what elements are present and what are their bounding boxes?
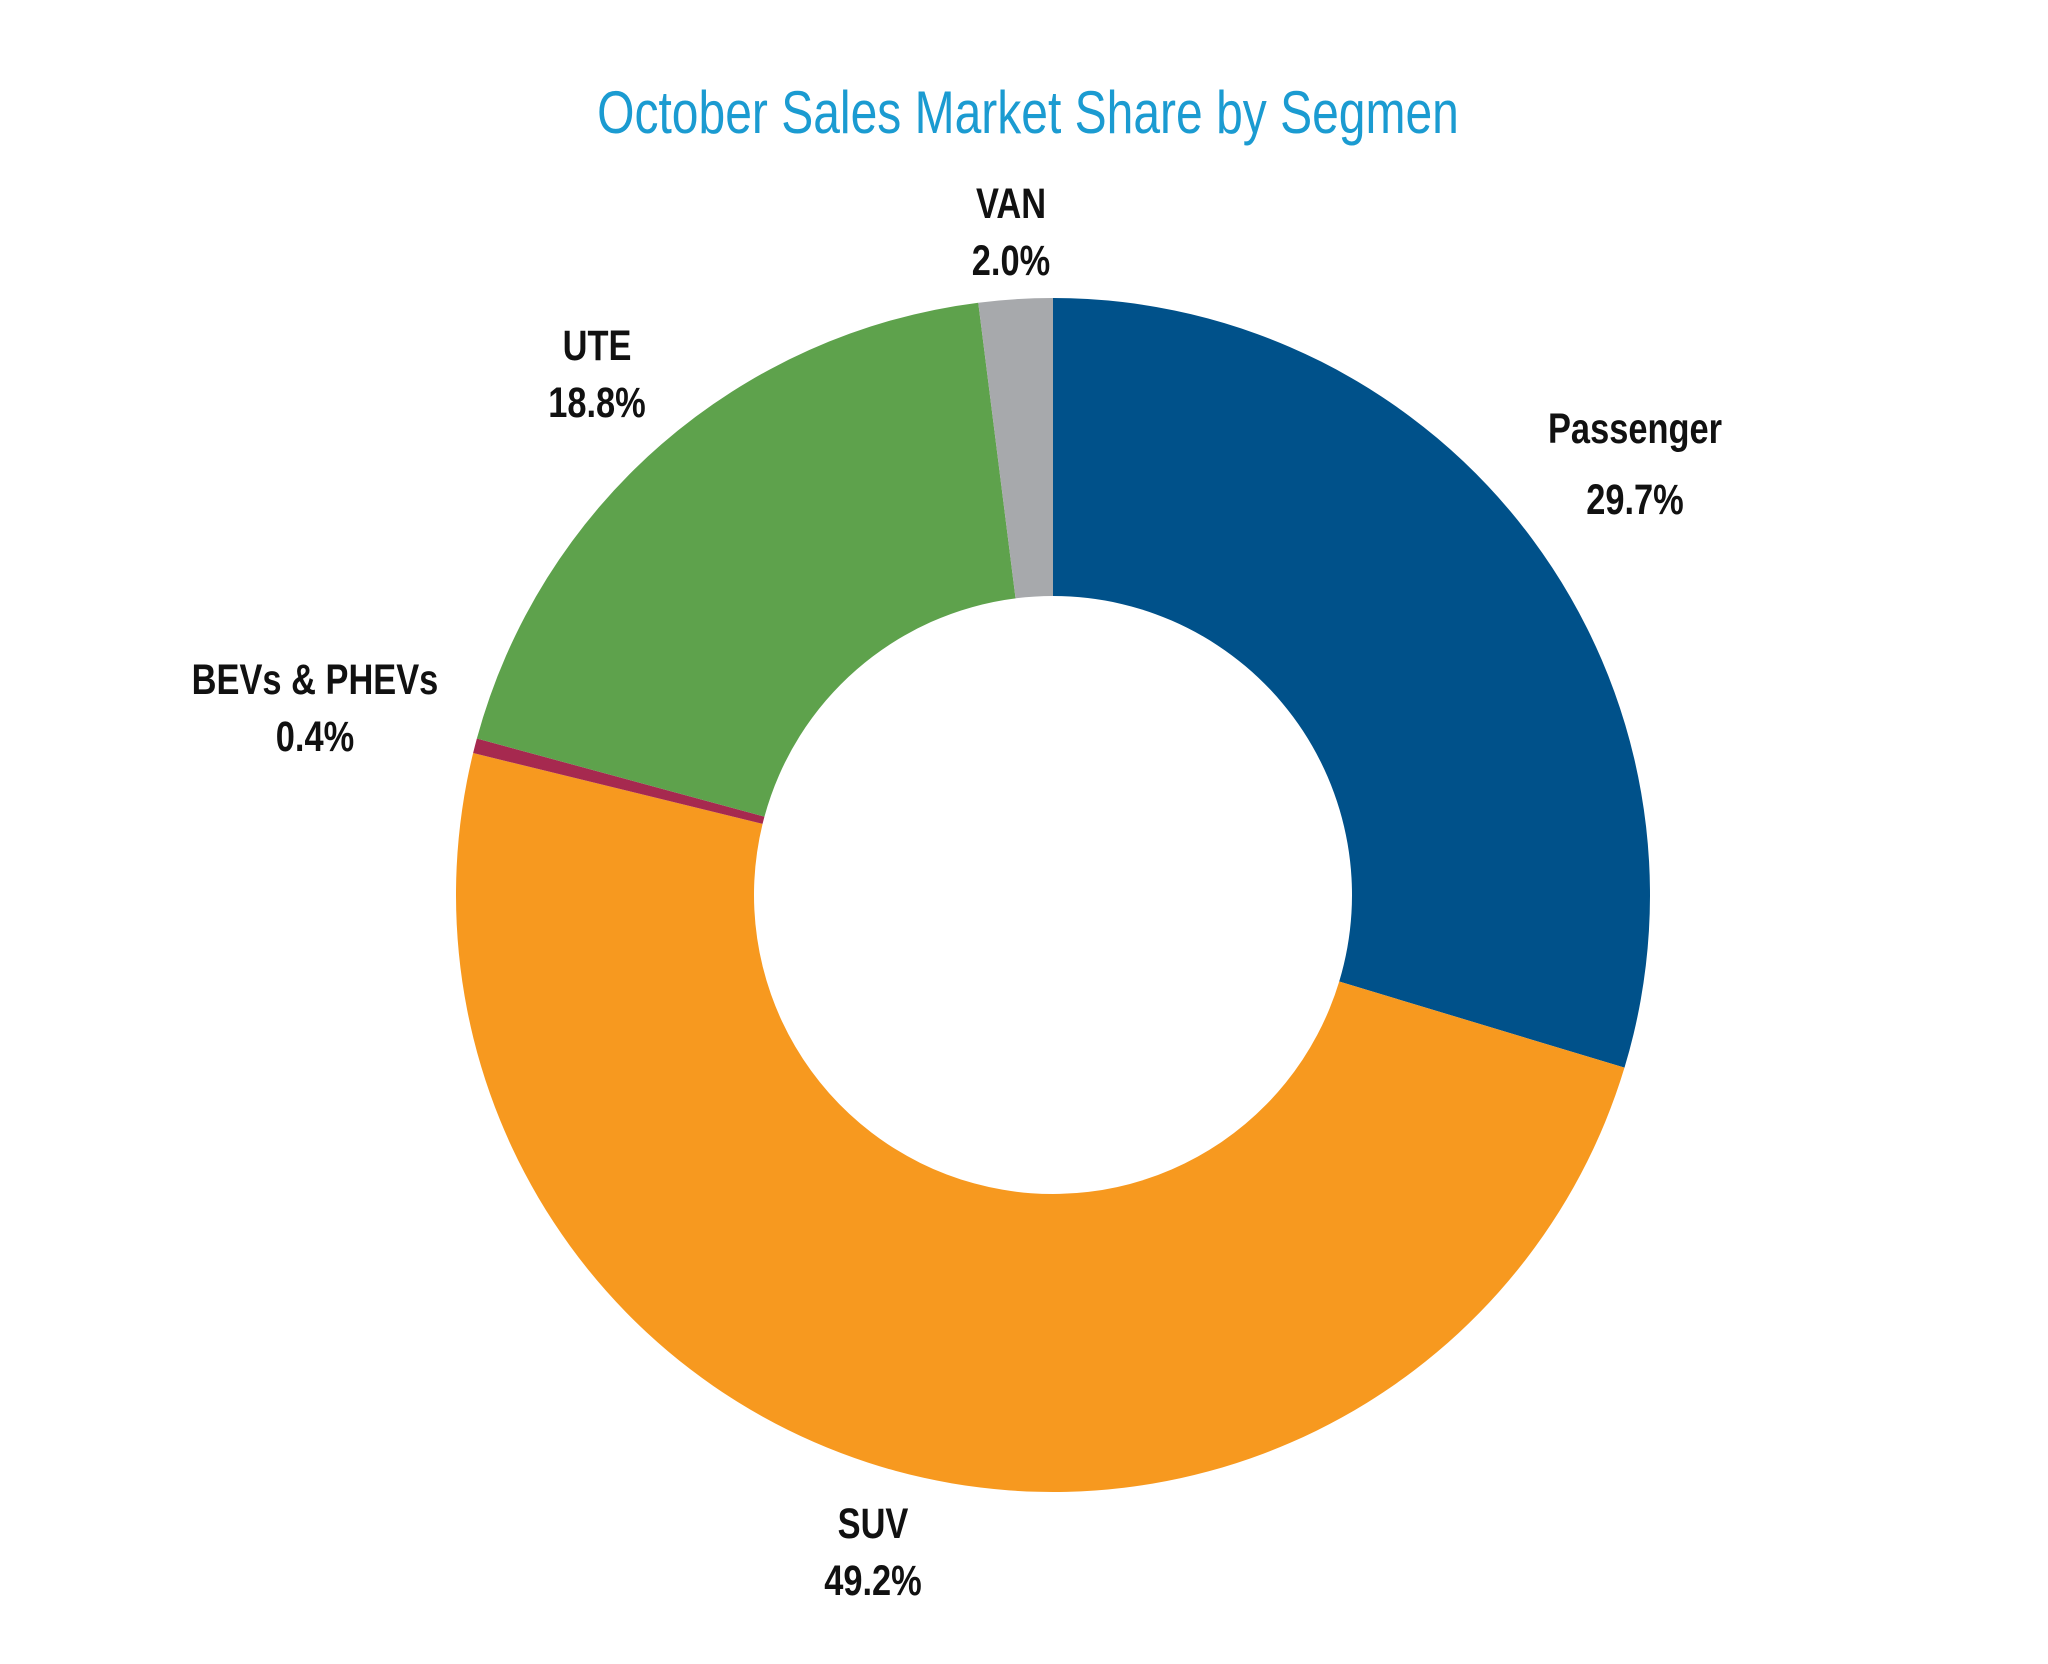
slice-suv — [456, 753, 1625, 1492]
label-suv-name: SUV — [837, 1500, 909, 1548]
chart-title: October Sales Market Share by Segmen — [597, 79, 1459, 146]
label-ute-value: 18.8% — [548, 379, 646, 427]
label-suv: SUV 49.2% — [824, 1503, 922, 1603]
slice-van — [978, 298, 1053, 599]
slice-ute — [476, 302, 1016, 817]
label-bevs-phevs-name: BEVs & PHEVs — [191, 656, 439, 704]
slice-passenger — [1053, 298, 1650, 1068]
label-passenger-value: 29.7% — [1586, 476, 1684, 524]
label-van-value: 2.0% — [971, 237, 1051, 285]
label-suv-value: 49.2% — [824, 1557, 922, 1605]
label-passenger-name: Passenger — [1547, 405, 1723, 453]
slice-bevs-phevs — [473, 738, 765, 824]
label-ute-name: UTE — [562, 322, 632, 370]
label-passenger: Passenger 29.7% — [1548, 408, 1722, 522]
label-van: VAN 2.0% — [972, 183, 1050, 283]
label-van-name: VAN — [975, 180, 1047, 228]
label-bevs-phevs: BEVs & PHEVs 0.4% — [192, 659, 439, 759]
label-ute: UTE 18.8% — [548, 325, 646, 425]
label-bevs-phevs-value: 0.4% — [275, 713, 355, 761]
